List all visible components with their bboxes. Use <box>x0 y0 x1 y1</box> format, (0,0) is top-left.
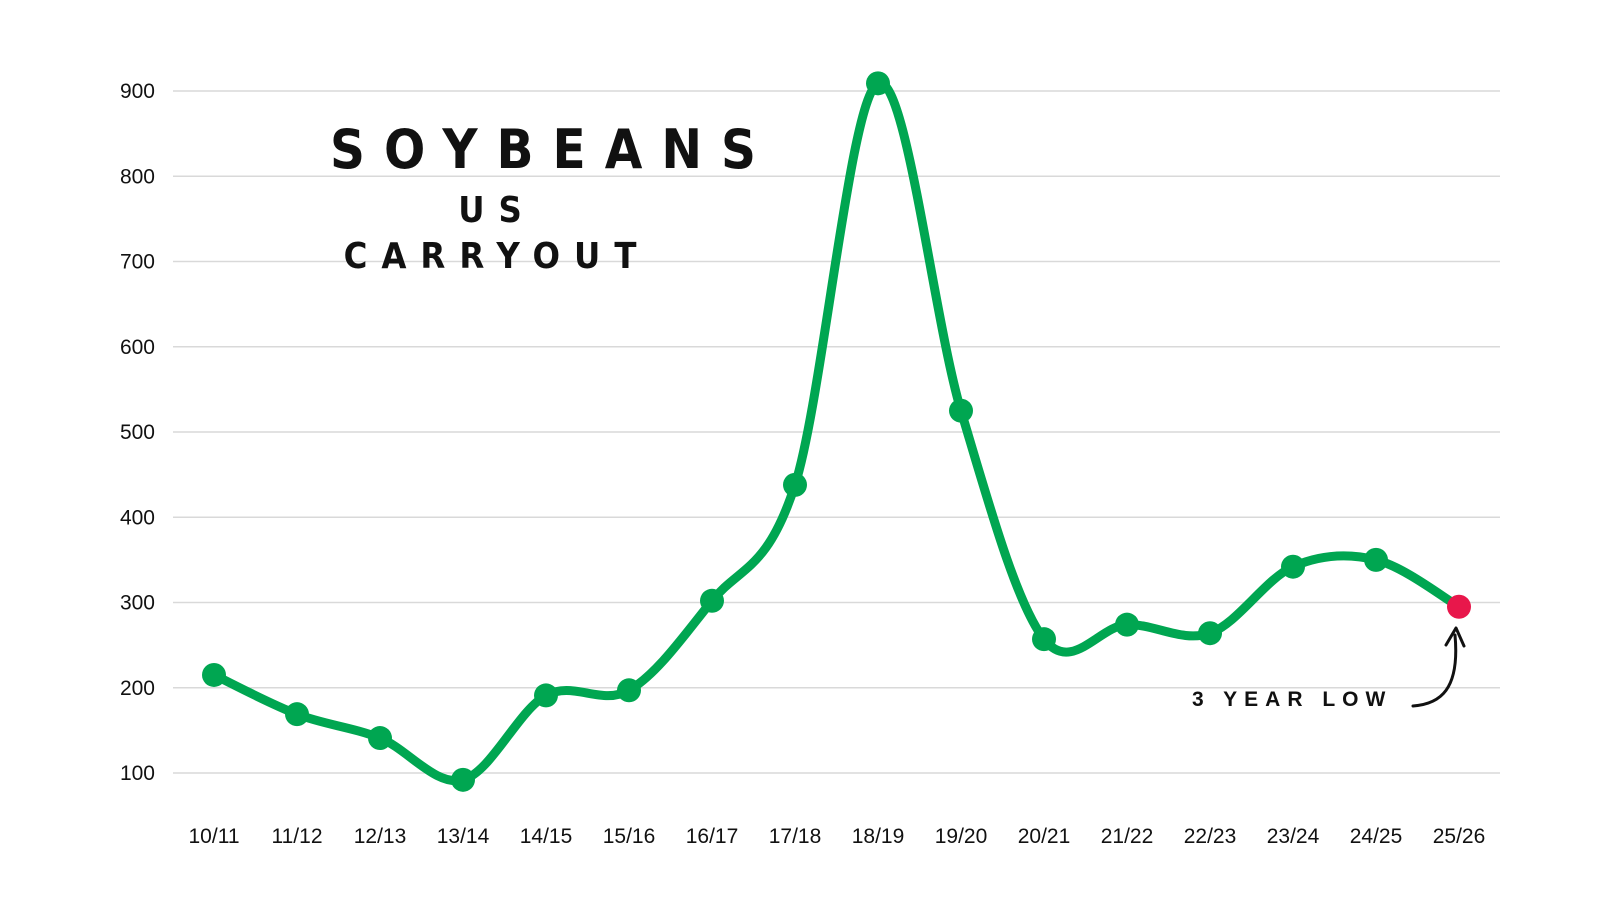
data-point <box>617 678 641 703</box>
data-point <box>451 767 475 792</box>
x-tick-label: 25/26 <box>1433 825 1486 848</box>
data-points <box>202 71 1471 792</box>
grid-lines <box>173 90 1500 774</box>
annotation-arrowhead <box>1444 626 1466 648</box>
y-tick-label: 800 <box>120 165 155 188</box>
x-tick-label: 17/18 <box>769 825 822 848</box>
chart-subtitle: US CARRYOUT <box>343 190 651 277</box>
annotation-arrow <box>1411 633 1458 708</box>
data-point <box>866 71 890 96</box>
y-axis-tick-labels: 100 200 300 400 500 600 700 800 900 <box>120 80 155 785</box>
x-tick-label: 15/16 <box>603 825 656 848</box>
data-point <box>1032 627 1056 652</box>
data-point <box>534 683 558 708</box>
x-tick-label: 10/11 <box>189 825 240 848</box>
data-point <box>1115 612 1139 637</box>
x-tick-label: 12/13 <box>354 825 407 848</box>
y-tick-label: 900 <box>120 80 155 103</box>
data-point <box>1281 554 1305 579</box>
x-tick-label: 13/14 <box>437 825 490 848</box>
data-point <box>1198 621 1222 646</box>
data-point <box>1364 547 1388 572</box>
x-tick-label: 24/25 <box>1350 825 1403 848</box>
x-tick-label: 19/20 <box>935 825 988 848</box>
data-point <box>700 588 724 613</box>
x-tick-label: 20/21 <box>1018 825 1071 848</box>
data-point <box>783 472 807 497</box>
y-tick-label: 100 <box>120 762 155 785</box>
x-tick-label: 23/24 <box>1267 825 1320 848</box>
y-tick-label: 200 <box>120 677 155 700</box>
chart-title: SOYBEANS <box>330 118 775 181</box>
y-tick-label: 400 <box>120 506 155 529</box>
data-point <box>949 398 973 423</box>
y-tick-label: 300 <box>120 592 155 615</box>
annotation-label: 3 YEAR LOW <box>1192 688 1393 711</box>
y-tick-label: 500 <box>120 421 155 444</box>
highlight-point <box>1447 594 1471 619</box>
x-tick-label: 16/17 <box>686 825 739 848</box>
x-tick-label: 18/19 <box>852 825 905 848</box>
data-point <box>202 662 226 687</box>
x-tick-label: 14/15 <box>520 825 573 848</box>
data-point <box>368 726 392 751</box>
x-tick-label: 21/22 <box>1101 825 1154 848</box>
y-tick-label: 700 <box>120 251 155 274</box>
y-tick-label: 600 <box>120 336 155 359</box>
x-tick-label: 11/12 <box>272 825 323 848</box>
chart-title-block: SOYBEANS US CARRYOUT <box>320 118 775 280</box>
x-axis-tick-labels: 10/11 11/12 12/13 13/14 14/15 15/16 16/17 17/18… <box>189 825 1486 848</box>
data-point <box>285 702 309 727</box>
x-tick-label: 22/23 <box>1184 825 1237 848</box>
